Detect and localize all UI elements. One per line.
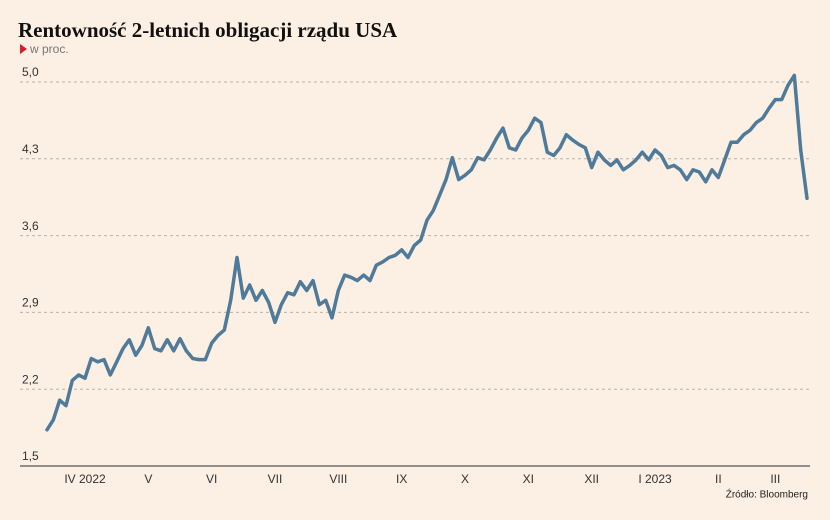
x-tick-label: VIII <box>329 472 347 486</box>
chart-title: Rentowność 2-letnich obligacji rządu USA <box>18 18 398 42</box>
y-tick-label: 4,3 <box>22 142 39 156</box>
x-tick-label: X <box>461 472 469 486</box>
line <box>45 73 809 432</box>
x-tick-label: VII <box>268 472 283 486</box>
y-tick-label: 2,2 <box>22 372 39 386</box>
y-tick-label: 5,0 <box>22 65 39 79</box>
y-tick-label: 2,9 <box>22 296 39 310</box>
source: Źródło: Bloomberg <box>726 488 808 501</box>
x-tick-label: III <box>770 472 780 486</box>
x-tick-label: IX <box>396 472 407 486</box>
x-tick-label: II <box>715 472 722 486</box>
y-tick-label: 1,5 <box>22 449 39 463</box>
x-tick-label: XII <box>584 472 599 486</box>
subtitle-marker <box>20 44 27 54</box>
x-tick-label: XI <box>523 472 534 486</box>
x-tick-label: VI <box>206 472 217 486</box>
x-tick-label: I 2023 <box>638 472 672 486</box>
y-tick-label: 3,6 <box>22 219 39 233</box>
x-tick-label: V <box>144 472 152 486</box>
subtitle: w proc. <box>29 42 69 56</box>
x-tick-label: IV 2022 <box>64 472 106 486</box>
